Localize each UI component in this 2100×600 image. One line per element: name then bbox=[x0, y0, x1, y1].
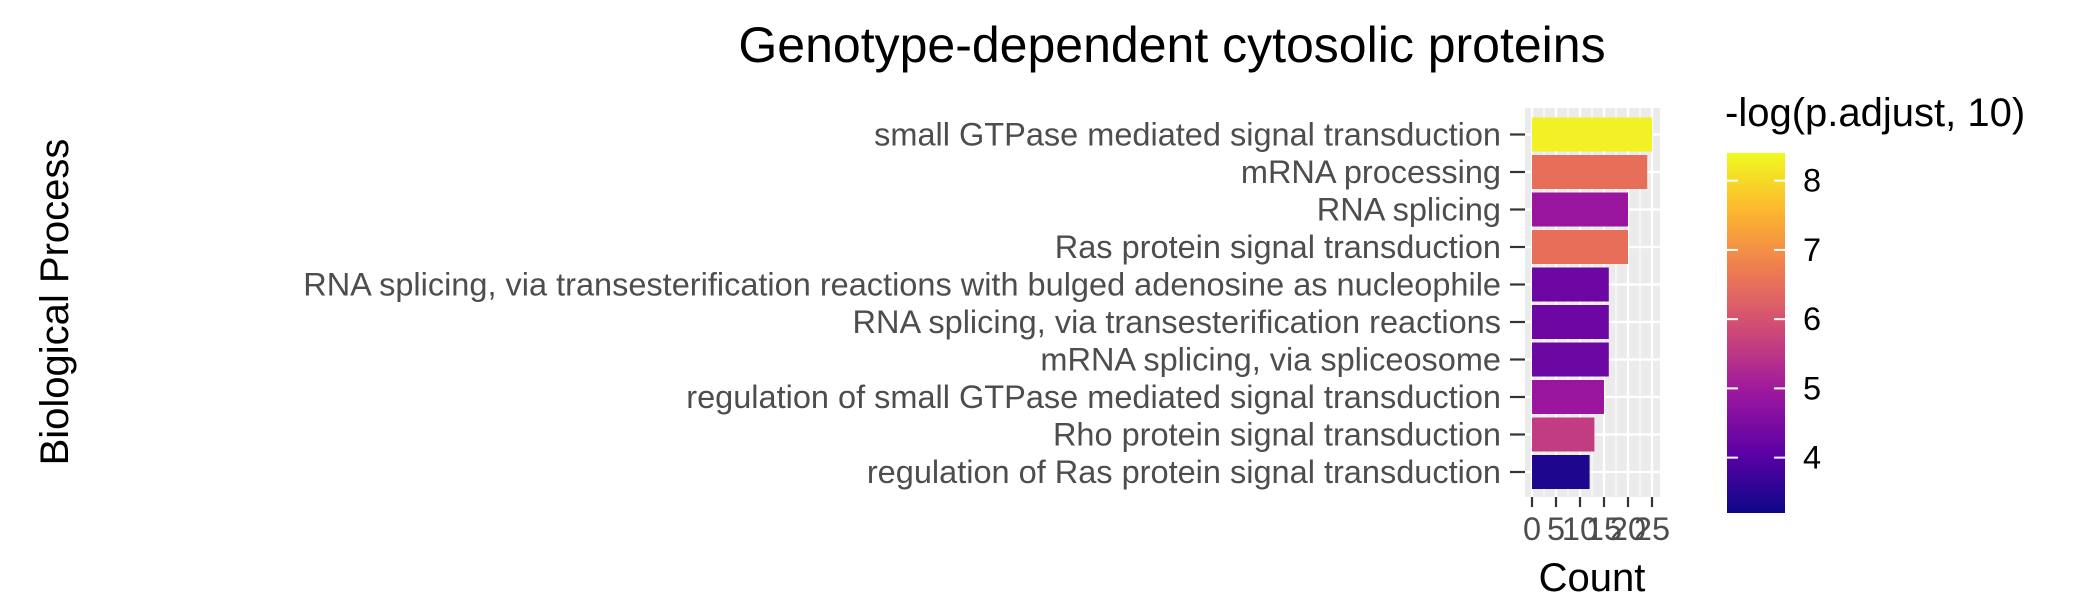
legend-tick-label: 4 bbox=[1803, 440, 1821, 476]
legend-tick-label: 6 bbox=[1803, 301, 1821, 337]
bar bbox=[1532, 342, 1609, 377]
x-tick-label: 5 bbox=[1547, 511, 1565, 547]
category-label: RNA splicing, via transesterification re… bbox=[853, 304, 1501, 340]
x-tick-label: 10 bbox=[1562, 511, 1598, 547]
x-tick-label: 25 bbox=[1634, 511, 1670, 547]
legend-ticks: 4 5 6 7 8 bbox=[1727, 163, 1821, 476]
category-label: regulation of small GTPase mediated sign… bbox=[686, 379, 1501, 415]
bar bbox=[1532, 230, 1628, 264]
y-axis-ticks bbox=[1510, 133, 1525, 474]
legend-tick-label: 8 bbox=[1803, 163, 1821, 199]
legend-title: -log(p.adjust, 10) bbox=[1725, 91, 2025, 135]
bar bbox=[1532, 417, 1595, 452]
category-label: small GTPase mediated signal transductio… bbox=[874, 117, 1501, 153]
category-label: Ras protein signal transduction bbox=[1055, 229, 1501, 265]
bar bbox=[1532, 117, 1652, 152]
bars bbox=[1532, 117, 1652, 489]
bar bbox=[1532, 155, 1648, 189]
legend-tick-label: 5 bbox=[1803, 370, 1821, 406]
x-tick-label: 0 bbox=[1523, 511, 1541, 547]
chart-title: Genotype-dependent cytosolic proteins bbox=[738, 17, 1605, 73]
category-label: mRNA splicing, via spliceosome bbox=[1040, 342, 1501, 378]
x-tick-label: 15 bbox=[1586, 511, 1622, 547]
bar bbox=[1532, 192, 1628, 227]
y-axis-title: Biological Process bbox=[33, 139, 77, 466]
category-label: regulation of Ras protein signal transdu… bbox=[867, 454, 1501, 490]
bar bbox=[1532, 455, 1590, 489]
category-labels: small GTPase mediated signal transductio… bbox=[303, 117, 1501, 491]
legend-tick-label: 7 bbox=[1803, 232, 1821, 268]
bar bbox=[1532, 267, 1609, 302]
x-axis-title: Count bbox=[1539, 556, 1646, 600]
category-label: RNA splicing, via transesterification re… bbox=[303, 267, 1501, 303]
category-label: mRNA processing bbox=[1241, 154, 1501, 190]
legend-colorbar bbox=[1727, 153, 1785, 513]
category-label: Rho protein signal transduction bbox=[1053, 417, 1501, 453]
bar bbox=[1532, 380, 1604, 414]
bar bbox=[1532, 305, 1609, 339]
x-tick-label: 20 bbox=[1610, 511, 1646, 547]
category-label: RNA splicing bbox=[1317, 192, 1501, 228]
